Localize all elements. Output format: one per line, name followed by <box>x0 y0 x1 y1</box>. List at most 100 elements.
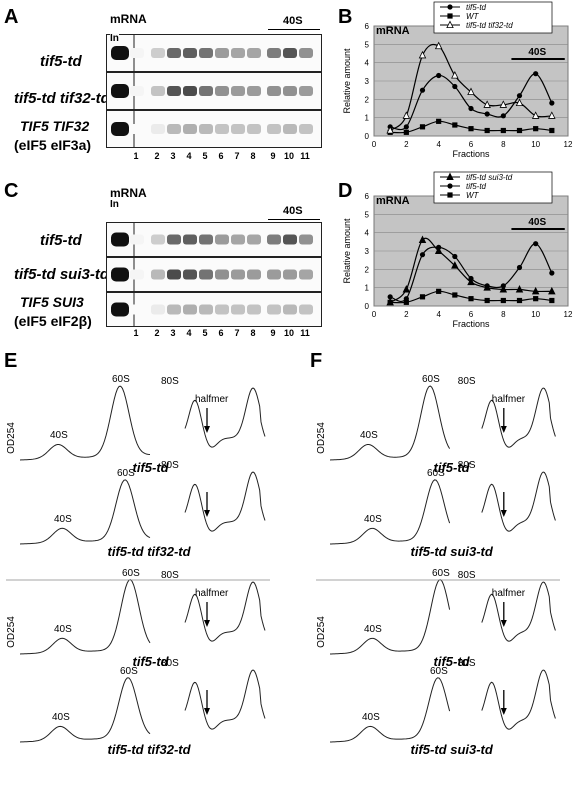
data-point <box>403 129 409 135</box>
data-point <box>447 4 453 10</box>
panel-A-row-3-label: TIF5 TIF32 <box>20 118 90 134</box>
lane-number: 9 <box>270 151 276 161</box>
trace-label: tif5-td sui3-td <box>411 544 494 559</box>
data-point <box>549 127 555 134</box>
lane-number: 4 <box>186 151 192 161</box>
band <box>267 48 281 58</box>
data-point <box>418 50 427 59</box>
panel-C-blot-1 <box>106 222 322 257</box>
legend-label: tif5-td <box>466 182 487 191</box>
data-point <box>533 126 539 132</box>
profile-trace: 40S 60S 80S halfmer tif5-td <box>19 374 266 475</box>
data-point <box>403 124 409 130</box>
band <box>130 304 144 315</box>
data-point <box>452 83 458 90</box>
band <box>199 124 213 134</box>
peak-label-60S: 60S <box>422 374 440 385</box>
data-point <box>533 241 539 247</box>
data-point <box>484 111 490 117</box>
x-tick-label: 2 <box>404 140 409 149</box>
data-point <box>436 118 442 124</box>
x-tick-label: 8 <box>501 310 506 319</box>
x-tick-label: 0 <box>372 140 377 149</box>
profile-curve <box>19 677 151 743</box>
data-point <box>500 113 506 119</box>
band <box>215 304 229 315</box>
peak-label-80S: 80S <box>458 570 476 581</box>
profile-trace: 40S 60S 80S tif5-td tif32-td <box>19 460 266 559</box>
lane-number: 3 <box>170 328 176 338</box>
profile-curve <box>329 385 451 461</box>
data-point <box>403 299 409 305</box>
band <box>199 86 213 96</box>
x-axis-label: Fractions <box>452 149 490 159</box>
profile-trace: 40S 60S 80S halfmer tif5-td <box>19 568 266 669</box>
arrow-head <box>500 426 507 433</box>
halfmer-label: halfmer <box>492 588 526 599</box>
data-point <box>418 235 427 243</box>
x-tick-label: 6 <box>469 140 474 149</box>
peak-label-40S: 40S <box>54 624 72 635</box>
halfmer-label: halfmer <box>492 394 526 405</box>
lane-number: 1 <box>133 328 139 338</box>
panel-A-40s-bar <box>268 29 320 30</box>
panel-C-blot-3 <box>106 292 322 327</box>
data-point <box>549 100 555 106</box>
band <box>299 304 313 315</box>
legend-label: tif5-td tif32-td <box>466 21 513 30</box>
x-tick-label: 2 <box>404 310 409 319</box>
arrow-head <box>204 708 210 715</box>
arrow-head <box>500 708 507 715</box>
profile-curve <box>19 579 151 655</box>
y-tick-label: 2 <box>365 265 370 274</box>
data-point <box>387 299 393 305</box>
y-tick-label: 6 <box>365 22 370 31</box>
x-tick-label: 10 <box>531 310 540 319</box>
arrow-head <box>204 510 210 517</box>
band <box>130 124 144 134</box>
lane-number: 10 <box>283 151 294 161</box>
band <box>231 304 245 315</box>
y-tick-label: 1 <box>365 284 370 293</box>
panel-C-row-3-label: TIF5 SUI3 <box>20 294 84 310</box>
y-tick-label: 3 <box>365 77 370 86</box>
panel-C-40s-bar <box>268 219 320 220</box>
data-point <box>499 285 508 293</box>
band <box>167 269 181 280</box>
band <box>247 48 261 58</box>
data-point <box>500 283 506 289</box>
input-band <box>111 232 129 247</box>
band <box>267 124 281 134</box>
y-tick-label: 5 <box>365 40 370 49</box>
data-point <box>500 297 506 304</box>
legend-label: tif5-td <box>466 3 487 12</box>
band <box>247 124 261 134</box>
panel-C-row-3-sublabel: (eIF5 eIF2β) <box>14 313 92 329</box>
input-band <box>111 84 129 98</box>
legend-label: WT <box>466 191 480 200</box>
band <box>215 124 229 134</box>
band <box>151 86 165 96</box>
peak-label-80S: 80S <box>161 570 179 581</box>
band <box>199 269 213 280</box>
band <box>151 124 165 134</box>
y-axis-label: Relative amount <box>342 48 352 114</box>
profile-curve <box>481 471 556 532</box>
band <box>283 304 297 315</box>
profile-curve <box>184 581 266 642</box>
lane-number: 5 <box>202 151 208 161</box>
band <box>130 86 144 96</box>
band <box>151 304 165 315</box>
x-tick-label: 4 <box>436 140 441 149</box>
band <box>231 48 245 58</box>
panel-B-letter: B <box>338 6 353 28</box>
y-tick-label: 0 <box>365 302 370 311</box>
band <box>231 86 245 96</box>
band <box>231 269 245 280</box>
panel-C-in-label: In <box>110 199 119 210</box>
lane-number: 2 <box>154 328 160 338</box>
peak-label-80S: 80S <box>161 376 179 387</box>
y-tick-label: 0 <box>365 132 370 141</box>
